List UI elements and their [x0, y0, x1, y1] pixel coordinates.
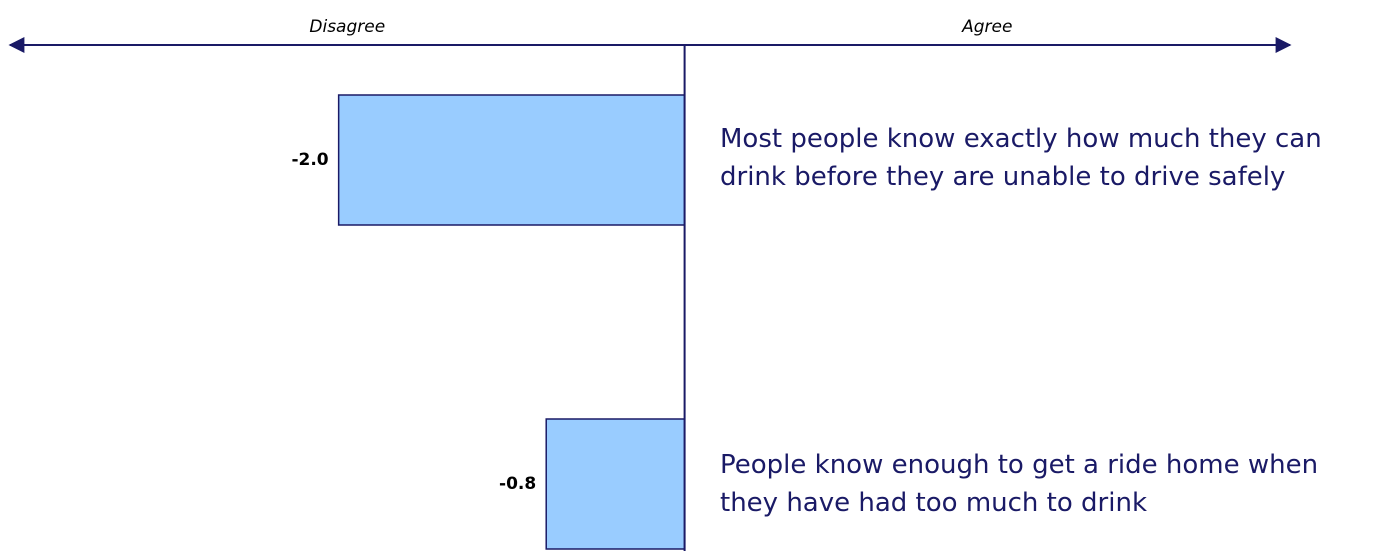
category-label: Most people know exactly how much they c… — [720, 124, 1322, 192]
axis-label-agree: Agree — [961, 17, 1012, 37]
bar — [545, 418, 686, 550]
category-label: People know enough to get a ride home wh… — [720, 450, 1319, 518]
value-label: -0.8 — [499, 474, 536, 494]
axis-label-disagree: Disagree — [309, 17, 385, 37]
bar — [337, 94, 686, 226]
value-label: -2.0 — [291, 150, 328, 170]
